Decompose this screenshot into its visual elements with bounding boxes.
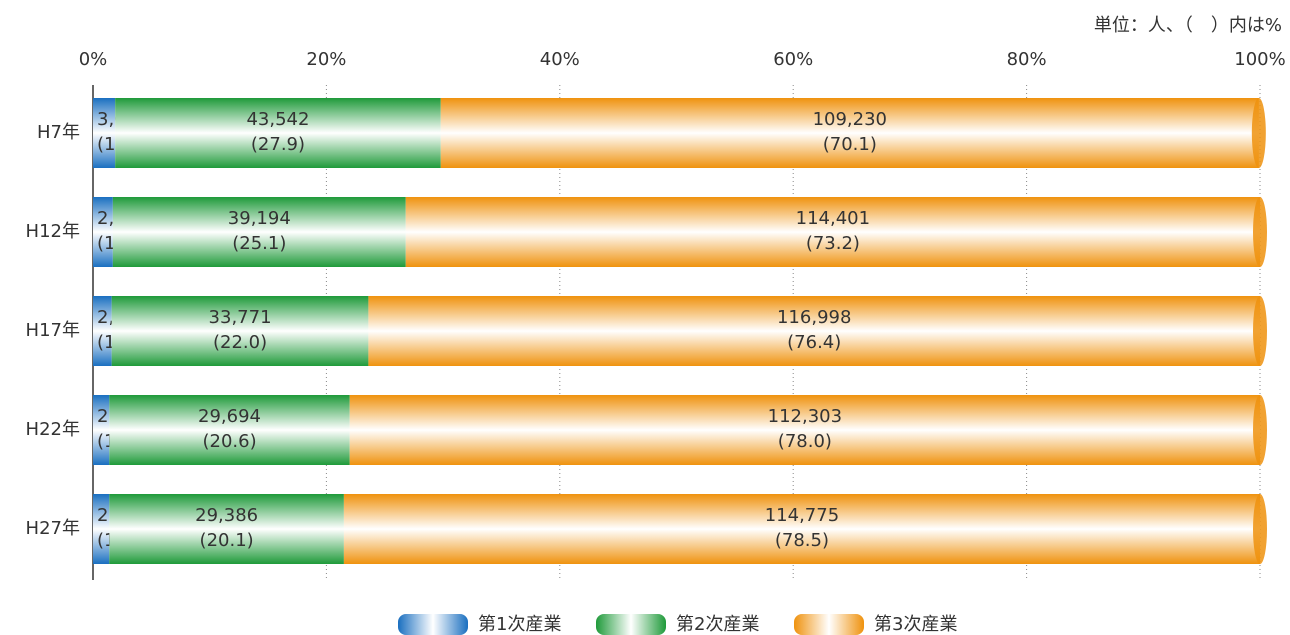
legend-label: 第1次産業 [478,614,561,635]
bar-segment [368,296,1260,366]
bar-segment [111,296,369,366]
value-label: (73.2) [806,233,860,254]
value-label: (76.4) [787,332,841,353]
bar-segment [115,98,441,168]
bar-segment [112,197,406,267]
value-label: (22.0) [213,332,267,353]
legend-label: 第3次産業 [874,614,957,635]
bar-end-cap [1253,197,1267,267]
bar-segment [93,197,113,267]
legend-swatch [398,614,468,635]
value-label: (27.9) [251,134,305,155]
y-tick-label: H7年 [37,122,80,143]
x-tick-label: 100% [1234,49,1285,70]
value-label: (25.1) [232,233,286,254]
bar-segment [93,395,110,465]
legend-swatch [794,614,864,635]
count-label: 29,694 [198,406,261,427]
bar-segment [93,296,112,366]
y-tick-label: H17年 [26,320,80,341]
bar-segment [93,494,110,564]
y-tick-label: H27年 [26,518,80,539]
count-label: 116,998 [777,307,851,328]
bar-segment [440,98,1259,168]
bar-end-cap [1253,494,1267,564]
bar-end-cap [1253,395,1267,465]
count-label: 109,230 [813,109,887,130]
bar-segment [109,395,350,465]
count-label: 29,386 [195,505,258,526]
count-label: 43,542 [246,109,309,130]
bar-segment [109,494,344,564]
x-tick-label: 80% [1007,49,1047,70]
value-label: (20.1) [200,530,254,551]
legend-swatch [596,614,666,635]
x-tick-label: 60% [773,49,813,70]
bar-segment [93,98,116,168]
count-label: 39,194 [228,208,291,229]
count-label: 114,401 [796,208,870,229]
value-label: (78.5) [775,530,829,551]
bar-segment [349,395,1260,465]
legend-label: 第2次産業 [676,614,759,635]
value-label: (70.1) [823,134,877,155]
count-label: 112,303 [768,406,842,427]
bar-segment [343,494,1260,564]
y-tick-label: H22年 [26,419,80,440]
bar-segment [405,197,1261,267]
bar-end-cap [1251,98,1266,168]
count-label: 114,775 [765,505,839,526]
x-tick-label: 0% [79,49,108,70]
unit-note: 単位：人、（ ）内は% [1094,15,1282,36]
bar-end-cap [1253,296,1267,366]
count-label: 33,771 [209,307,272,328]
y-tick-label: H12年 [26,221,80,242]
x-tick-label: 20% [306,49,346,70]
value-label: (20.6) [202,431,256,452]
x-tick-label: 40% [540,49,580,70]
value-label: (78.0) [778,431,832,452]
